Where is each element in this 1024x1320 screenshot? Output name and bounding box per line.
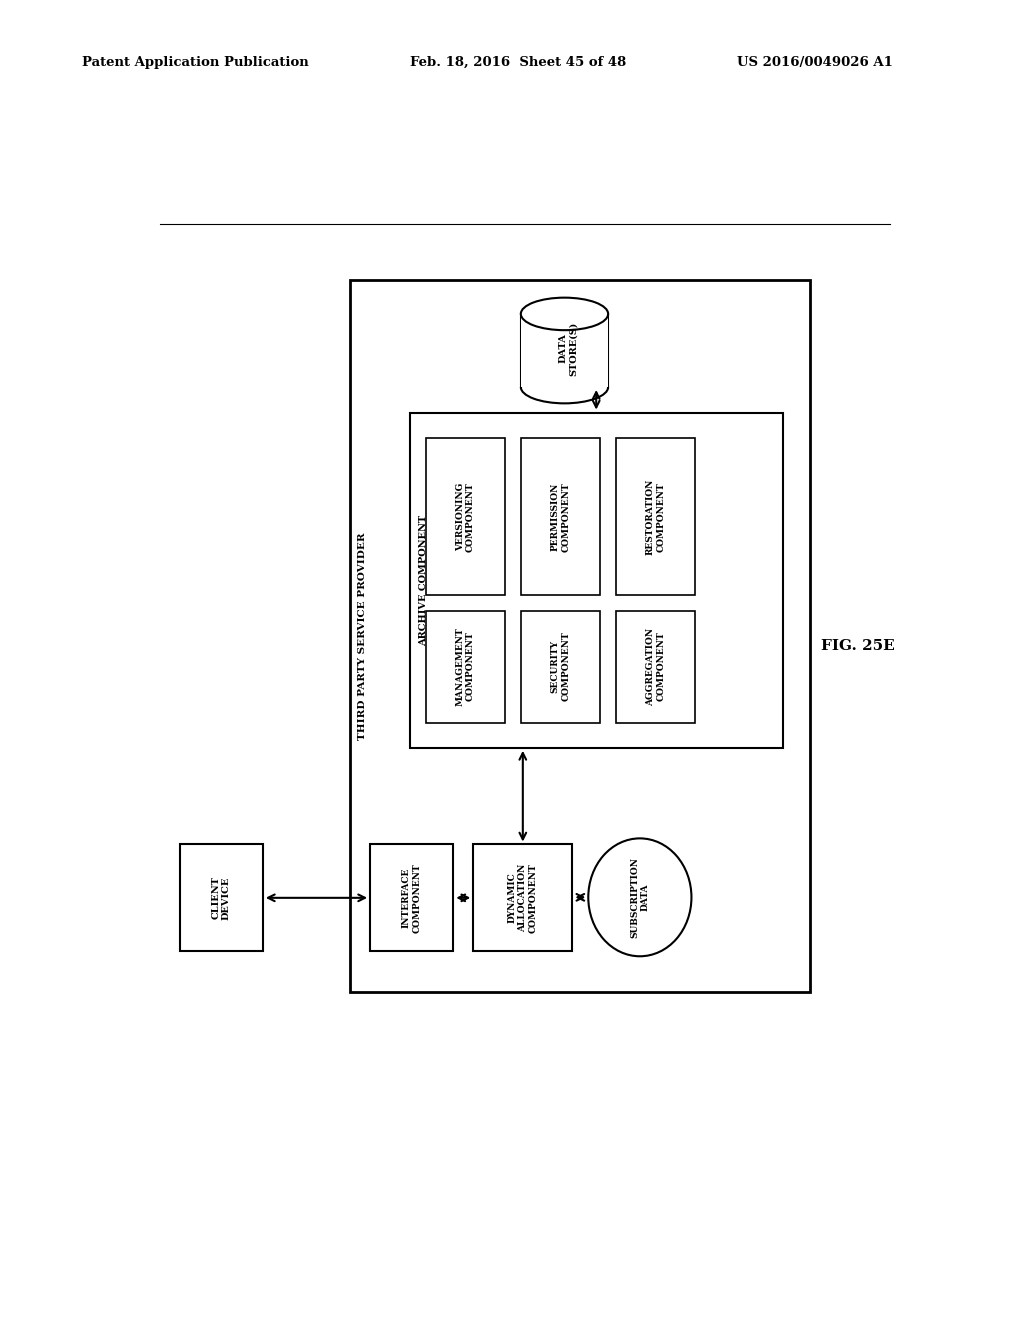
Ellipse shape bbox=[588, 838, 691, 956]
FancyBboxPatch shape bbox=[426, 611, 505, 722]
FancyBboxPatch shape bbox=[616, 611, 695, 722]
Text: VERSIONING
COMPONENT: VERSIONING COMPONENT bbox=[456, 482, 475, 552]
FancyBboxPatch shape bbox=[521, 371, 608, 387]
Text: DYNAMIC
ALLOCATION
COMPONENT: DYNAMIC ALLOCATION COMPONENT bbox=[508, 863, 538, 933]
Text: Feb. 18, 2016  Sheet 45 of 48: Feb. 18, 2016 Sheet 45 of 48 bbox=[410, 55, 626, 69]
Text: DATA
STORE(S): DATA STORE(S) bbox=[559, 321, 579, 376]
Text: PERMISSION
COMPONENT: PERMISSION COMPONENT bbox=[551, 482, 570, 552]
FancyBboxPatch shape bbox=[473, 845, 572, 952]
Text: AGGREGATION
COMPONENT: AGGREGATION COMPONENT bbox=[646, 627, 666, 706]
FancyBboxPatch shape bbox=[370, 845, 454, 952]
Text: INTERFACE
COMPONENT: INTERFACE COMPONENT bbox=[402, 863, 422, 933]
FancyBboxPatch shape bbox=[616, 438, 695, 595]
Text: THIRD PARTY SERVICE PROVIDER: THIRD PARTY SERVICE PROVIDER bbox=[358, 532, 368, 741]
FancyBboxPatch shape bbox=[426, 438, 505, 595]
Text: CLIENT
DEVICE: CLIENT DEVICE bbox=[212, 876, 231, 920]
FancyBboxPatch shape bbox=[350, 280, 811, 991]
Text: FIG. 25E: FIG. 25E bbox=[821, 639, 895, 653]
Text: SECURITY
COMPONENT: SECURITY COMPONENT bbox=[551, 632, 570, 701]
FancyBboxPatch shape bbox=[521, 314, 608, 387]
FancyBboxPatch shape bbox=[179, 845, 263, 952]
Text: Patent Application Publication: Patent Application Publication bbox=[82, 55, 308, 69]
FancyBboxPatch shape bbox=[521, 611, 600, 722]
Text: RESTORATION
COMPONENT: RESTORATION COMPONENT bbox=[646, 478, 666, 554]
Text: US 2016/0049026 A1: US 2016/0049026 A1 bbox=[737, 55, 893, 69]
FancyBboxPatch shape bbox=[521, 438, 600, 595]
Text: ARCHIVE COMPONENT: ARCHIVE COMPONENT bbox=[420, 515, 428, 645]
Text: MANAGEMENT
COMPONENT: MANAGEMENT COMPONENT bbox=[456, 627, 475, 706]
Ellipse shape bbox=[521, 297, 608, 330]
Text: SUBSCRIPTION
DATA: SUBSCRIPTION DATA bbox=[630, 857, 649, 937]
FancyBboxPatch shape bbox=[410, 412, 782, 748]
